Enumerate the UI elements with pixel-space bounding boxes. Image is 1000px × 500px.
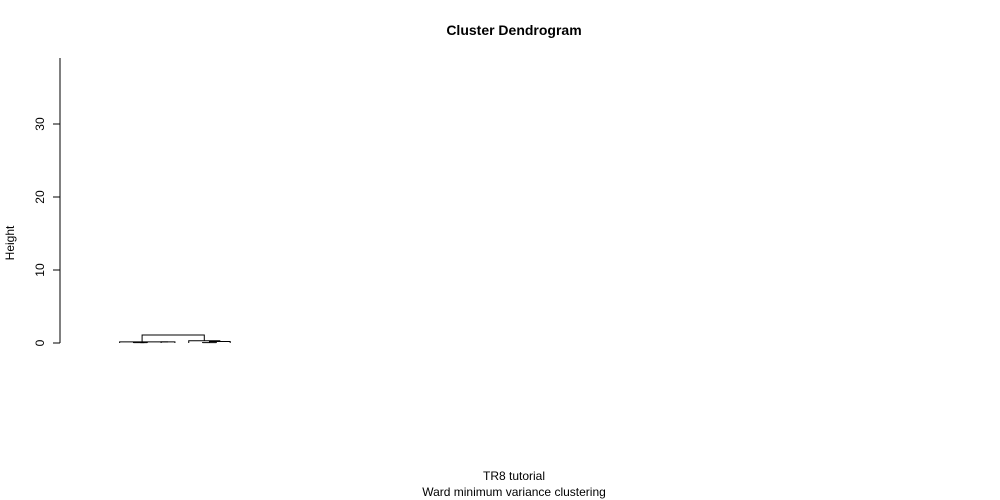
x-axis-label: TR8 tutorial xyxy=(483,469,545,483)
y-tick-label: 30 xyxy=(33,117,47,131)
y-tick-label: 20 xyxy=(33,190,47,204)
y-axis-label: Height xyxy=(3,225,17,260)
chart-subtitle: Ward minimum variance clustering xyxy=(422,485,606,499)
y-tick-label: 0 xyxy=(33,339,47,346)
y-tick-label: 10 xyxy=(33,263,47,277)
dendrogram-merge xyxy=(119,341,169,343)
dendrogram-merge xyxy=(140,341,145,344)
chart-title: Cluster Dendrogram xyxy=(446,22,581,38)
y-axis: 0 10 20 30 xyxy=(33,58,61,346)
dendrogram-merge xyxy=(141,334,205,343)
dendrogram-tree xyxy=(119,334,231,344)
